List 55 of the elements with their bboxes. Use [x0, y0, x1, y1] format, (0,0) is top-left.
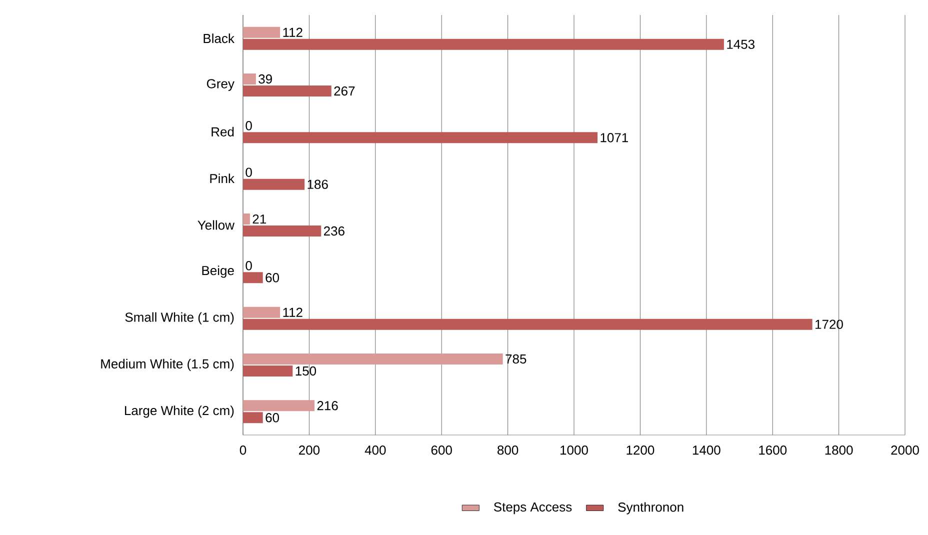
- data-label: 112: [283, 28, 302, 37]
- x-tick-label: 400: [364, 446, 386, 455]
- bar: [243, 366, 293, 376]
- x-tick-label: 2000: [891, 446, 919, 455]
- bar: [243, 73, 256, 84]
- data-label: 0: [246, 168, 252, 177]
- x-tick-label: 0: [240, 446, 246, 455]
- data-label: 267: [334, 86, 355, 96]
- x-tick-label: 800: [498, 446, 518, 455]
- y-tick-label: Red: [212, 126, 234, 136]
- bar: [243, 318, 812, 330]
- data-label: 785: [506, 354, 526, 364]
- bar: [243, 38, 724, 50]
- bar: [243, 132, 598, 144]
- data-label: 0: [246, 121, 252, 130]
- y-tick-label: Large White (2 cm): [125, 406, 234, 418]
- bar: [243, 272, 263, 284]
- bar: [243, 26, 280, 38]
- data-label: 236: [324, 226, 344, 236]
- bar: [243, 213, 250, 224]
- y-tick-label: Yellow: [198, 220, 235, 230]
- y-tick-label: Grey: [206, 79, 234, 91]
- bar: [243, 412, 263, 424]
- y-tick-label: Small White (1 cm): [125, 312, 234, 324]
- x-tick-label: 200: [299, 446, 320, 455]
- bar: [243, 400, 314, 412]
- data-label: 1720: [816, 320, 843, 329]
- x-tick-label: 1200: [626, 446, 654, 455]
- data-label: 186: [308, 180, 328, 189]
- bar: [243, 306, 280, 318]
- y-tick-label: Pink: [210, 174, 234, 184]
- bar: [243, 353, 503, 364]
- data-label: 60: [266, 273, 280, 282]
- y-tick-label: Medium White (1.5 cm): [101, 358, 234, 372]
- data-label: 60: [266, 413, 280, 422]
- x-tick-label: 1400: [692, 446, 720, 455]
- x-tick-label: 1600: [759, 446, 787, 455]
- data-label: 1071: [600, 133, 628, 142]
- bar: [243, 226, 322, 236]
- bar: [243, 178, 305, 190]
- x-tick-label: 1000: [560, 446, 588, 455]
- data-label: 0: [246, 261, 252, 270]
- data-label: 39: [258, 74, 272, 84]
- y-tick-label: Beige: [202, 266, 234, 278]
- x-tick-label: 1800: [825, 446, 853, 455]
- data-label: 150: [296, 366, 316, 376]
- legend-label: Steps Access: [494, 502, 572, 514]
- x-tick-label: 600: [431, 446, 452, 455]
- legend-label: Synthronon: [618, 502, 684, 514]
- data-label: 1453: [727, 40, 755, 49]
- data-label: 112: [283, 308, 302, 317]
- bar: [243, 86, 332, 96]
- data-label: 216: [317, 401, 338, 410]
- y-tick-label: Black: [204, 34, 234, 44]
- data-label: 21: [252, 214, 266, 224]
